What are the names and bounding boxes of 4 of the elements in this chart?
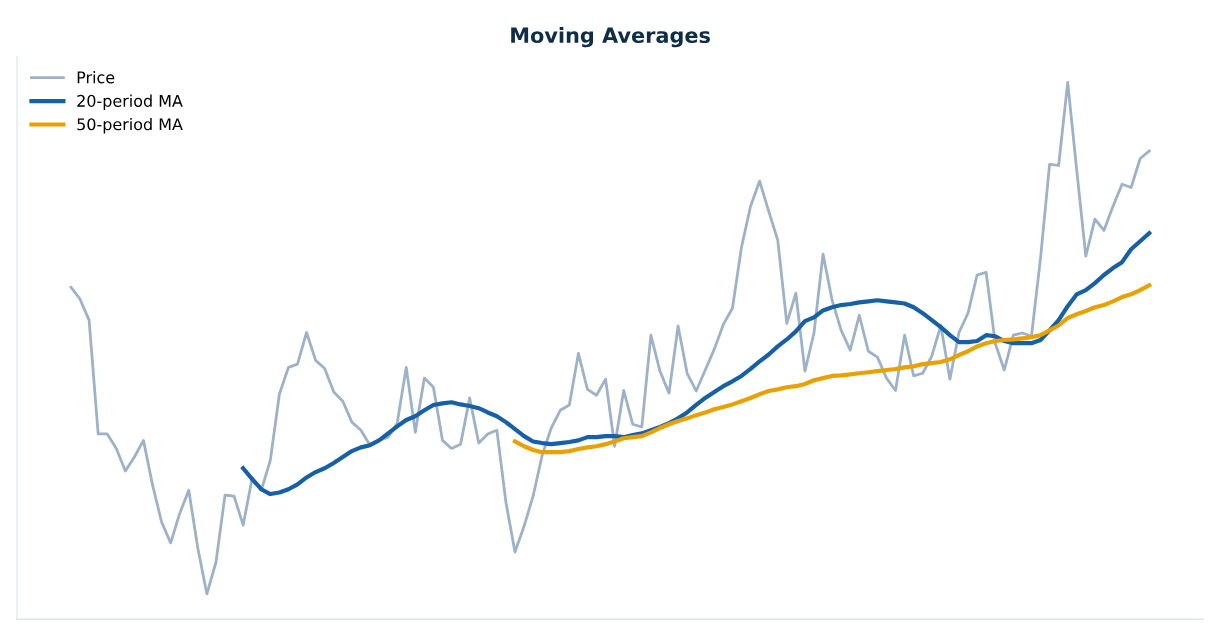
- legend-label: 50-period MA: [77, 117, 183, 134]
- legend-label: 20-period MA: [77, 94, 183, 110]
- chart-title: Moving Averages: [511, 26, 710, 48]
- legend-label: Price: [77, 71, 115, 84]
